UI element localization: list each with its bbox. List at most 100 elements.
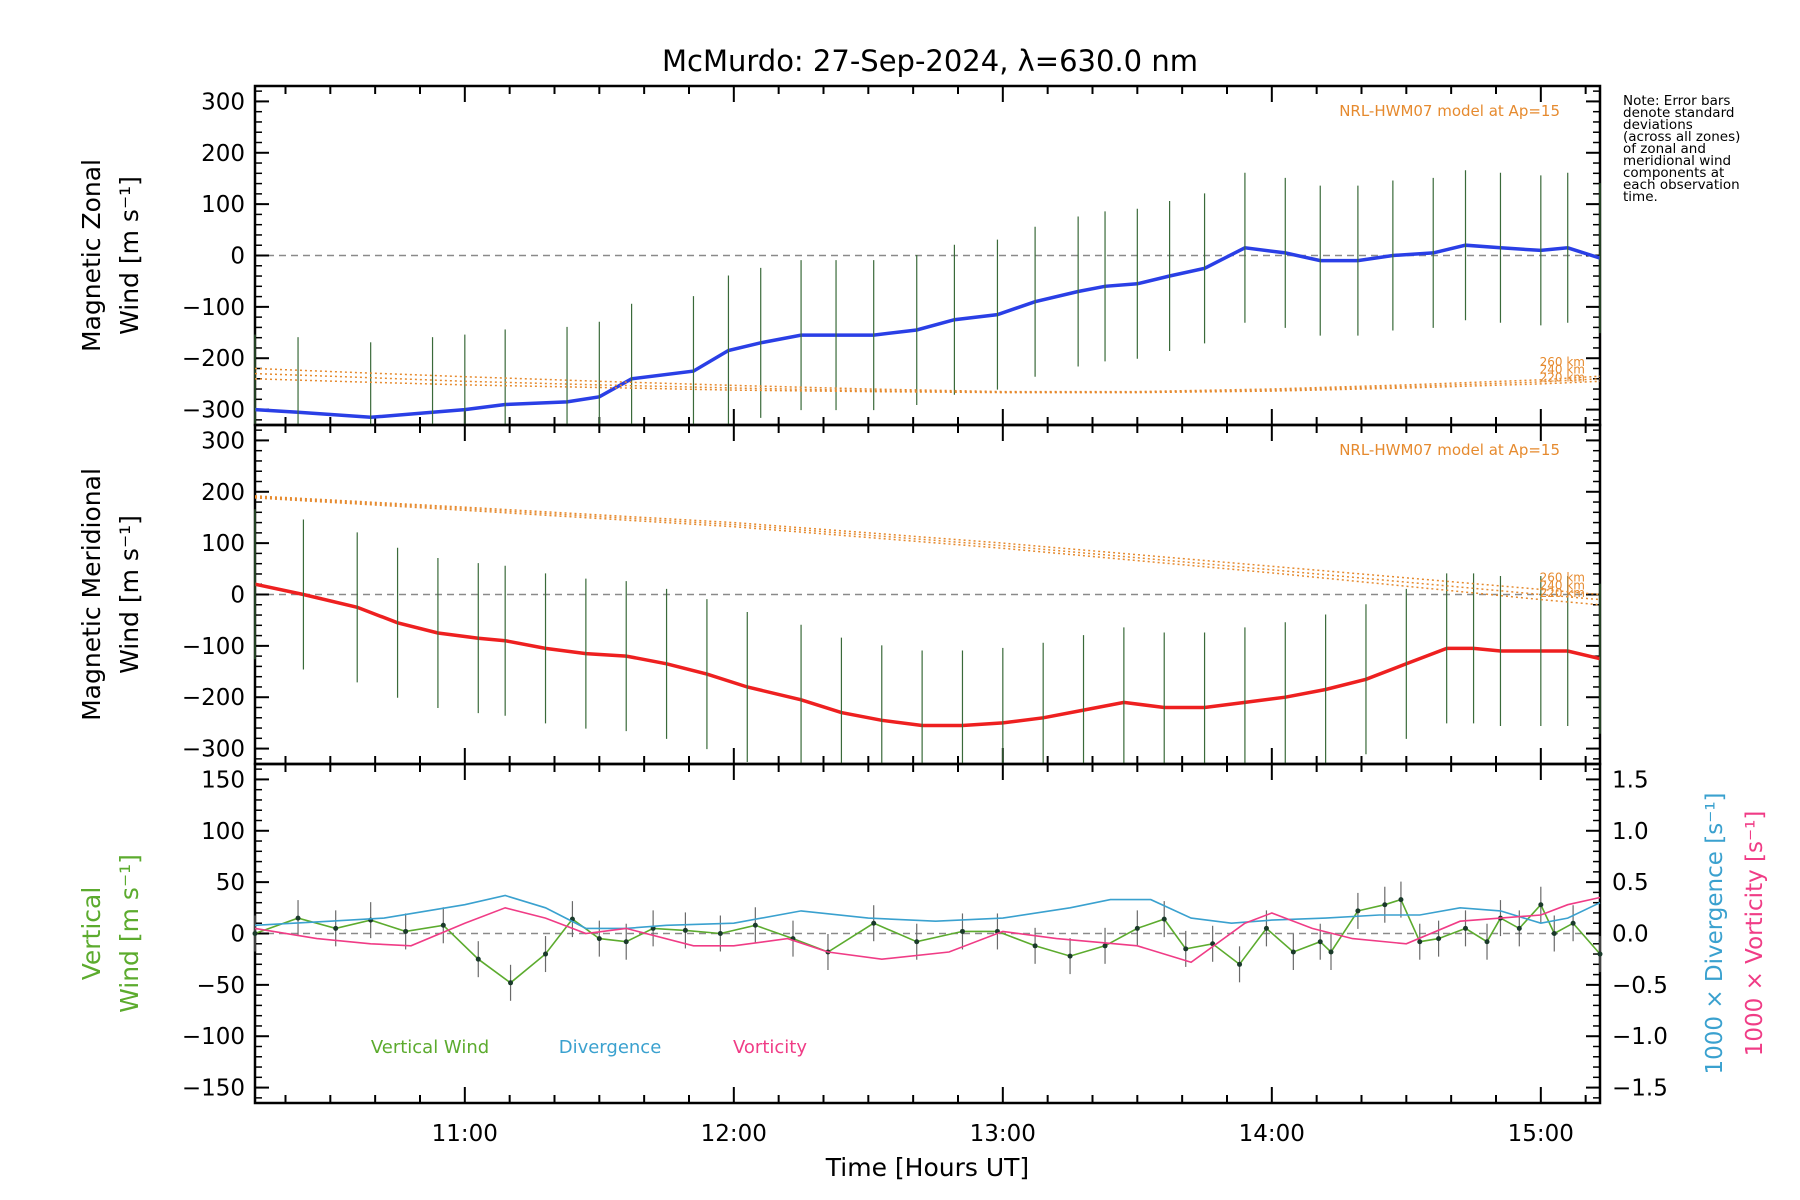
data-point [1436,936,1442,942]
data-point [959,928,965,934]
series-line [254,898,1601,984]
data-point [1570,920,1576,926]
right-tick-label: 0.5 [1612,870,1649,896]
legend-label: Divergence [559,1037,662,1058]
data-point [1161,916,1167,922]
data-point [1516,925,1522,931]
model-altitude-label: 220 km [1540,586,1585,600]
legend-label: Vertical Wind [371,1037,489,1058]
series-line [254,894,1601,930]
y-tick-label: −100 [182,634,245,660]
note-line: of zonal and [1623,141,1706,157]
right-axis-title-vorticity: 1000 × Vorticity [s⁻¹] [1742,811,1768,1057]
data-point [1597,951,1603,957]
y-tick-label: 100 [201,531,245,557]
model-altitude-label: 240 km [1540,363,1585,377]
data-point [1355,908,1361,914]
x-axis-title: Time [Hours UT] [825,1153,1029,1182]
right-tick-label: 1.0 [1612,819,1649,845]
model-curve [254,378,1601,394]
y-tick-label: −300 [182,398,245,424]
y-tick-label: 0 [230,244,245,270]
data-point [1317,939,1323,945]
data-point [1183,946,1189,952]
note-line: time. [1623,189,1658,205]
y-tick-label: 100 [201,819,245,845]
data-point [1328,949,1334,955]
note-line: each observation [1623,177,1740,193]
data-point [543,951,549,957]
data-point [295,915,301,921]
model-curve [254,496,1601,601]
data-point [1463,925,1468,931]
right-tick-label: −1.5 [1612,1076,1668,1102]
model-altitude-label: 260 km [1540,571,1585,585]
y-tick-label: 300 [201,89,245,115]
model-label: NRL-HWM07 model at Ap=15 [1339,102,1560,120]
data-point [1237,961,1243,967]
note-line: components at [1623,165,1725,181]
error-bar-note: Note: Error bars denote standard deviati… [1623,93,1793,205]
x-tick-label: 12:00 [701,1121,767,1147]
y-tick-label: −300 [182,737,245,763]
model-label: NRL-HWM07 model at Ap=15 [1339,441,1560,459]
model-altitude-label: 240 km [1540,578,1585,592]
data-point [1484,939,1490,945]
data-point [1398,897,1404,903]
y-tick-label: −150 [182,1076,245,1102]
data-point [717,931,723,936]
data-point [1263,925,1269,931]
y-axis-title: Wind [m s⁻¹] [115,515,144,674]
data-point [596,936,602,942]
y-tick-label: 200 [201,141,245,167]
model-curve [254,495,1601,596]
x-tick-label: 13:00 [970,1121,1036,1147]
right-tick-label: 1.5 [1612,767,1649,793]
y-axis-title: Wind [m s⁻¹] [115,176,144,335]
data-point [508,980,514,986]
data-point [1417,939,1423,945]
data-point [1067,953,1073,959]
y-tick-label: 50 [216,870,245,896]
y-axis-title: Vertical [77,887,106,981]
note-line: deviations [1623,117,1693,133]
x-tick-label: 14:00 [1239,1121,1305,1147]
model-altitude-label: 220 km [1540,370,1585,384]
data-point [333,925,339,931]
y-tick-label: −200 [182,685,245,711]
right-tick-label: 0.0 [1612,922,1649,948]
chart-title: McMurdo: 27-Sep-2024, λ=630.0 nm [662,44,1198,78]
y-axis-title: Wind [m s⁻¹] [115,854,144,1013]
model-altitude-label: 260 km [1540,355,1585,369]
data-point [440,922,446,928]
data-point [403,928,409,934]
legend-label: Vorticity [733,1037,807,1058]
right-tick-label: −1.0 [1612,1024,1668,1050]
x-tick-label: 11:00 [432,1121,498,1147]
data-point [914,939,920,945]
data-point [1290,949,1296,955]
y-tick-label: 200 [201,480,245,506]
note-line: (across all zones) [1623,129,1741,145]
y-tick-label: 100 [201,192,245,218]
note-line: Note: Error bars [1623,93,1731,109]
y-axis-title: Magnetic Meridional [77,468,106,721]
data-point [1551,931,1557,936]
y-tick-label: 0 [230,583,245,609]
series-line [254,243,1601,420]
right-axis-title-divergence: 1000 × Divergence [s⁻¹] [1702,792,1728,1074]
x-tick-label: 15:00 [1508,1121,1574,1147]
right-tick-label: −0.5 [1612,973,1668,999]
series-line [254,896,1601,964]
data-point [682,927,688,933]
data-point [1538,902,1544,908]
series-line [254,582,1601,728]
y-tick-label: 0 [230,922,245,948]
data-point [1134,925,1140,931]
model-curve [254,497,1601,606]
y-tick-label: −100 [182,1024,245,1050]
note-line: denote standard [1623,105,1735,121]
data-point [623,939,629,945]
y-tick-label: −50 [196,973,245,999]
